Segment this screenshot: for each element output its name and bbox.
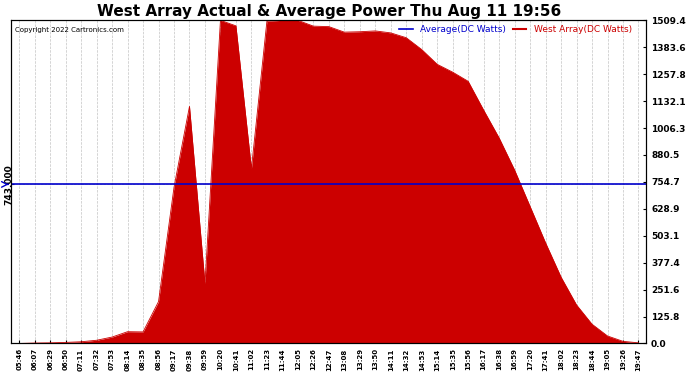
Legend: Average(DC Watts), West Array(DC Watts): Average(DC Watts), West Array(DC Watts)	[395, 22, 635, 38]
Text: Copyright 2022 Cartronics.com: Copyright 2022 Cartronics.com	[14, 27, 124, 33]
Title: West Array Actual & Average Power Thu Aug 11 19:56: West Array Actual & Average Power Thu Au…	[97, 4, 561, 19]
